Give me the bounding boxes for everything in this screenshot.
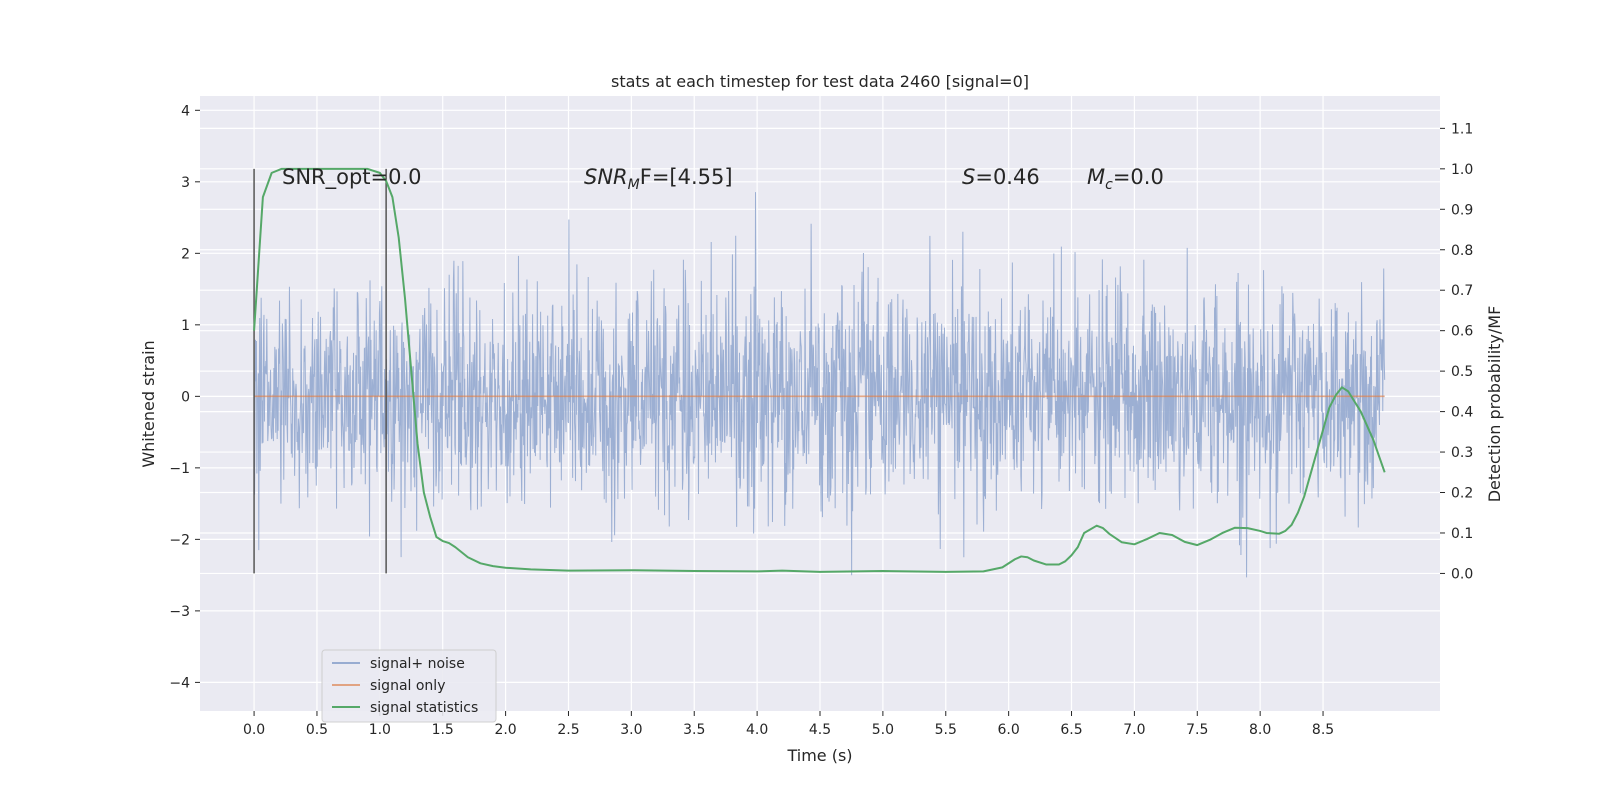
- y2-tick-label: 0.7: [1451, 283, 1473, 299]
- vertical-markers: [253, 168, 387, 574]
- x-tick-label: 7.5: [1186, 722, 1208, 738]
- y-axis-title: Whitened strain: [139, 340, 158, 467]
- y2-tick-label: 0.3: [1451, 445, 1473, 461]
- x-tick-label: 1.5: [432, 722, 454, 738]
- y2-tick-label: 0.0: [1451, 566, 1473, 582]
- annotation-snr-opt: SNR_opt=0.0: [282, 165, 422, 190]
- x-axis: 0.0 0.5 1.0 1.5 2.0 2.5 3.0 3.5 4.0 4.5 5.0 5.5 6.0 6…: [243, 711, 1334, 738]
- x-tick-label: 0.0: [243, 722, 265, 738]
- y-tick-label: −1: [169, 461, 190, 477]
- chart-title: stats at each timestep for test data 246…: [611, 72, 1029, 91]
- y2-tick-label: 0.4: [1451, 405, 1473, 421]
- x-tick-label: 8.5: [1312, 722, 1334, 738]
- legend-label-signal-statistics: signal statistics: [370, 700, 478, 716]
- y-tick-label: 4: [181, 103, 190, 119]
- x-tick-label: 2.0: [494, 722, 516, 738]
- x-tick-label: 3.0: [620, 722, 642, 738]
- x-tick-label: 7.0: [1123, 722, 1145, 738]
- x-tick-label: 2.5: [557, 722, 579, 738]
- annotation-snr-mf: SNRMF=[4.55]: [584, 165, 733, 193]
- y2-tick-label: 0.8: [1451, 243, 1473, 259]
- y2-axis-title: Detection probability/MF: [1485, 306, 1504, 503]
- x-tick-label: 5.5: [935, 722, 957, 738]
- y-axis-left: −4 −3 −2 −1 0 1 2 3 4: [169, 103, 200, 691]
- legend-label-signal-plus-noise: signal+ noise: [370, 656, 465, 672]
- y2-tick-label: 1.0: [1451, 162, 1473, 178]
- x-tick-label: 1.0: [369, 722, 391, 738]
- y-tick-label: 1: [181, 318, 190, 334]
- x-axis-title: Time (s): [786, 746, 852, 765]
- annotation-s: S=0.46: [962, 165, 1040, 189]
- x-tick-label: 6.0: [998, 722, 1020, 738]
- x-tick-label: 5.0: [872, 722, 894, 738]
- series-signal-statistics: [253, 167, 1386, 573]
- y-axis-right: 0.0 0.1 0.2 0.3 0.4 0.5 0.6 0.7 0.8 0.9 1.0 1.1: [1440, 121, 1473, 582]
- y2-tick-label: 0.9: [1451, 202, 1473, 218]
- legend: signal+ noise signal only signal statist…: [321, 649, 497, 723]
- noise-trace: [253, 192, 1386, 578]
- y2-tick-label: 0.5: [1451, 364, 1473, 380]
- x-tick-label: 0.5: [306, 722, 328, 738]
- y-tick-label: 2: [181, 246, 190, 262]
- y-tick-label: 3: [181, 175, 190, 191]
- x-tick-label: 4.5: [809, 722, 831, 738]
- y2-tick-label: 0.6: [1451, 324, 1473, 340]
- y-tick-label: −2: [169, 532, 190, 548]
- annotation-mc: Mc=0.0: [1087, 165, 1164, 193]
- y2-tick-label: 0.1: [1451, 526, 1473, 542]
- series-signal-plus-noise: [253, 192, 1386, 578]
- y2-tick-label: 0.2: [1451, 486, 1473, 502]
- x-tick-label: 8.0: [1249, 722, 1271, 738]
- y2-tick-label: 1.1: [1451, 121, 1473, 137]
- y-tick-label: −4: [169, 675, 190, 691]
- x-tick-label: 6.5: [1060, 722, 1082, 738]
- y-tick-label: 0: [181, 389, 190, 405]
- legend-label-signal-only: signal only: [370, 678, 445, 694]
- x-tick-label: 3.5: [683, 722, 705, 738]
- x-tick-label: 4.0: [746, 722, 768, 738]
- y-tick-label: −3: [169, 604, 190, 620]
